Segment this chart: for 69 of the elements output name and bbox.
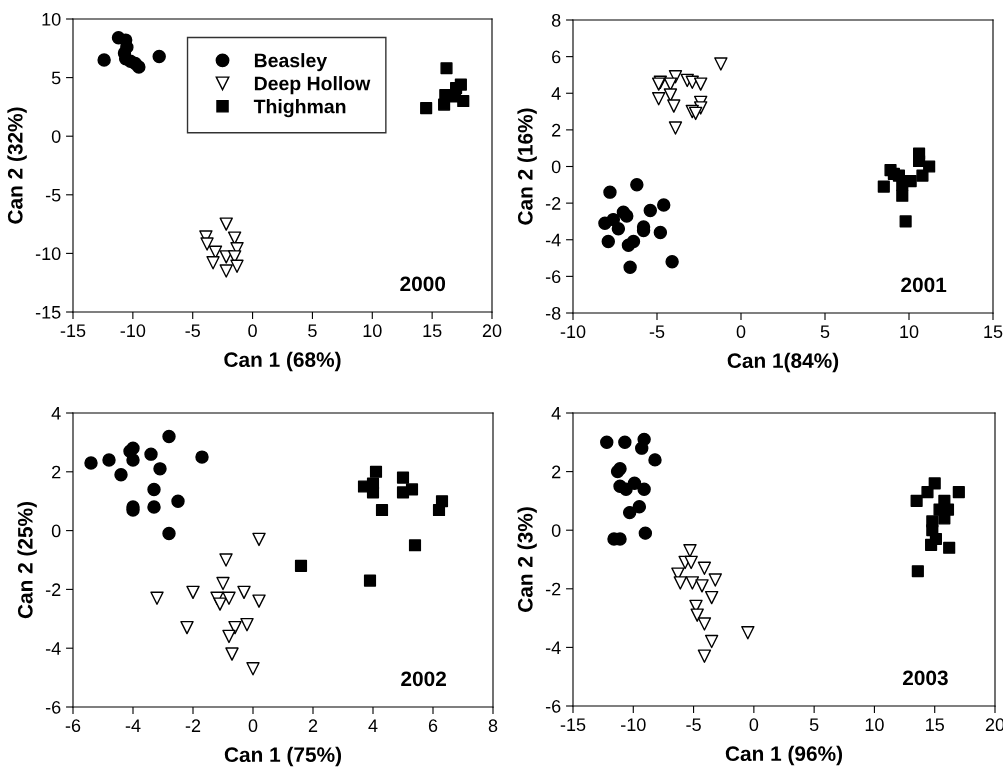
y-axis-title: Can 2 (32%) xyxy=(7,107,27,224)
x-tick-label: 10 xyxy=(865,718,884,732)
y-tick-label: 0 xyxy=(551,160,561,174)
x-tick-label: -2 xyxy=(185,719,201,732)
annotation: 2000 xyxy=(400,276,446,292)
legend-label: Thighman xyxy=(253,99,346,118)
y-axis-title: Can 2 (16%) xyxy=(517,108,537,225)
y-tick-label: -4 xyxy=(545,641,561,654)
x-tick-label: -5 xyxy=(649,325,665,339)
y-tick-label: -2 xyxy=(45,583,61,596)
x-tick-label: 0 xyxy=(248,719,258,733)
x-axis-title: Can 1 (68%) xyxy=(224,351,341,372)
x-tick-label: -5 xyxy=(185,324,200,338)
x-tick-label: -4 xyxy=(125,719,141,732)
x-tick-label: 15 xyxy=(926,718,944,732)
y-tick-label: 4 xyxy=(51,407,61,420)
x-tick-label: 10 xyxy=(363,324,382,338)
x-tick-label: -6 xyxy=(65,719,81,733)
y-tick-label: -6 xyxy=(45,700,61,714)
y-tick-label: -6 xyxy=(545,270,561,284)
y-tick-label: 2 xyxy=(52,465,61,479)
y-tick-label: 4 xyxy=(551,407,561,420)
x-tick-label: 15 xyxy=(423,324,442,338)
x-tick-label: -10 xyxy=(120,324,146,338)
x-tick-label: 5 xyxy=(820,325,830,339)
x-tick-label: -15 xyxy=(60,324,86,338)
y-tick-label: 2 xyxy=(552,123,561,137)
x-tick-label: -10 xyxy=(621,718,646,732)
x-axis-title: Can 1 (96%) xyxy=(725,745,843,766)
x-tick-label: 5 xyxy=(308,324,317,338)
x-tick-label: 0 xyxy=(736,325,746,339)
y-tick-label: -15 xyxy=(35,306,61,319)
x-tick-label: 0 xyxy=(749,718,759,732)
x-tick-label: 15 xyxy=(984,325,1003,339)
y-tick-label: -4 xyxy=(545,233,561,247)
y-tick-label: 10 xyxy=(42,12,61,26)
x-tick-label: -5 xyxy=(686,718,701,732)
annotation: 2003 xyxy=(902,670,948,686)
y-tick-label: 0 xyxy=(51,130,61,143)
x-axis-title: Can 1 (75%) xyxy=(224,746,342,767)
x-tick-label: 4 xyxy=(368,719,378,732)
y-tick-label: -8 xyxy=(545,306,561,320)
y-tick-label: -4 xyxy=(45,642,61,655)
y-tick-label: -2 xyxy=(545,582,561,596)
x-tick-label: 0 xyxy=(248,324,257,338)
x-tick-label: 2 xyxy=(308,719,318,732)
x-axis-title: Can 1(84%) xyxy=(727,352,839,373)
y-tick-label: 6 xyxy=(552,50,561,64)
y-tick-label: -6 xyxy=(545,699,561,713)
annotation: 2001 xyxy=(901,277,947,293)
annotation: 2002 xyxy=(401,671,446,687)
y-tick-label: 5 xyxy=(51,71,61,85)
y-tick-label: 2 xyxy=(552,465,561,479)
x-tick-label: 5 xyxy=(809,718,819,732)
y-tick-label: -2 xyxy=(545,197,561,210)
y-tick-label: 0 xyxy=(51,524,61,538)
x-tick-label: 10 xyxy=(900,325,919,339)
y-tick-label: -5 xyxy=(45,188,61,202)
y-axis-title: Can 2 (25%) xyxy=(17,501,37,619)
x-tick-label: 20 xyxy=(482,324,502,338)
x-tick-label: 8 xyxy=(488,719,498,733)
y-tick-label: 8 xyxy=(551,13,561,27)
x-tick-label: 6 xyxy=(428,719,438,733)
y-tick-label: -10 xyxy=(35,247,61,261)
y-axis-title: Can 2 (3%) xyxy=(517,507,537,612)
legend-label: Deep Hollow xyxy=(254,76,371,95)
y-tick-label: 4 xyxy=(551,87,561,100)
legend-label: Beasley xyxy=(254,53,328,72)
y-tick-label: 0 xyxy=(551,524,561,537)
